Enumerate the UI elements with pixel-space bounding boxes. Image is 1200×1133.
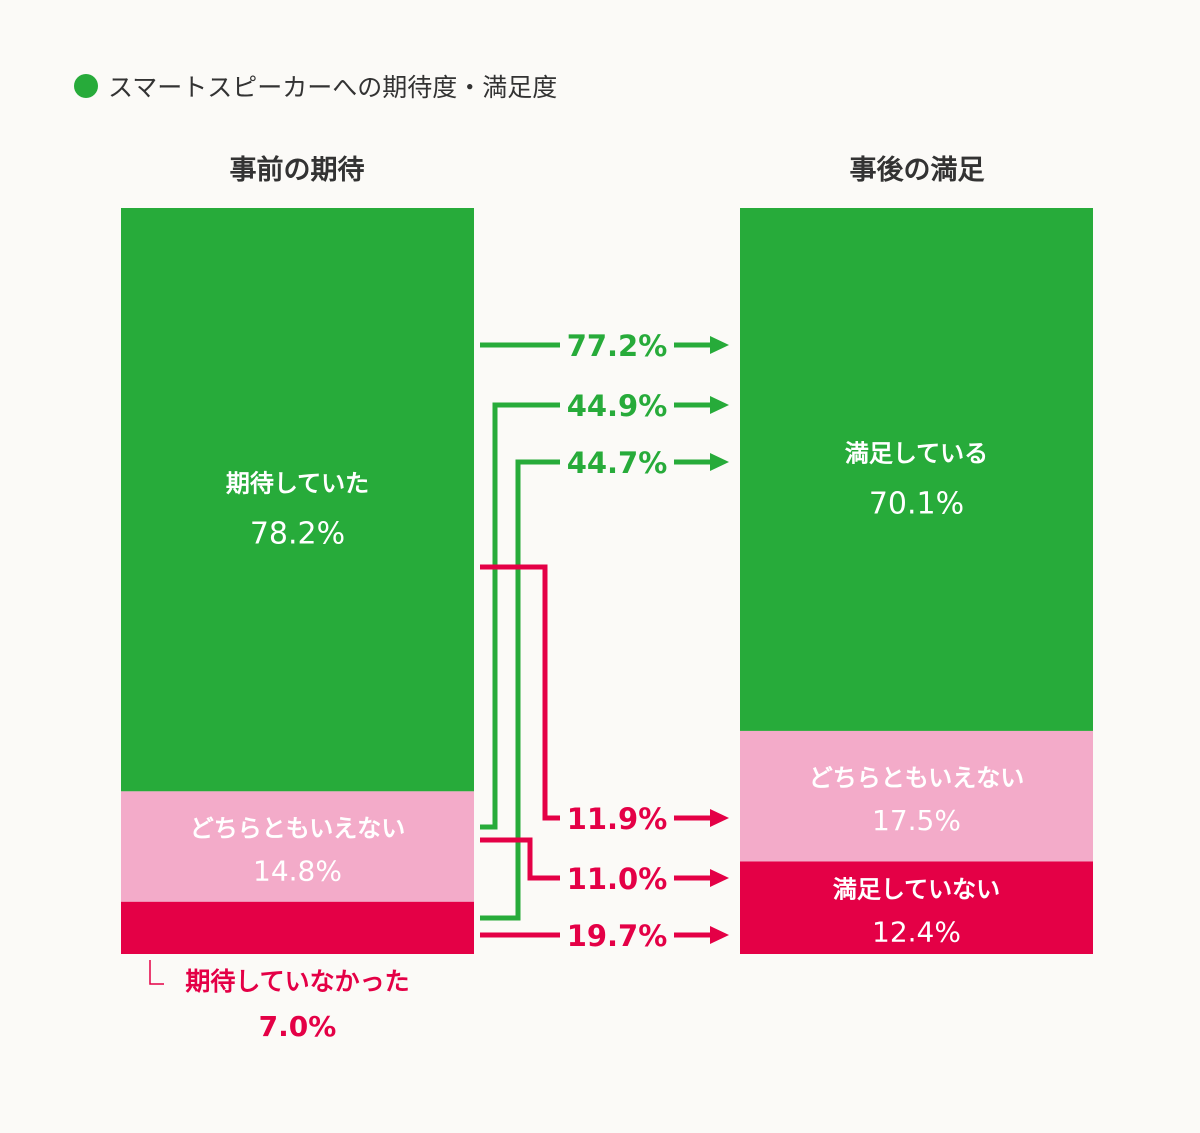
segment-value: 78.2%	[250, 517, 345, 552]
bar-segment-negative	[121, 901, 474, 954]
flow-value: 19.7%	[567, 919, 668, 953]
arrow-right-icon	[710, 396, 729, 414]
arrow-right-icon	[710, 336, 729, 354]
segment-value: 12.4%	[872, 916, 961, 949]
label-leader-line	[149, 960, 164, 985]
flow-line	[480, 459, 560, 921]
segment-label: 満足していない	[833, 876, 1000, 904]
segment-label: どちらともいえない	[190, 815, 406, 843]
flow-value: 11.9%	[567, 802, 668, 836]
bar-segment-negative	[740, 861, 1093, 954]
flow-value: 77.2%	[567, 329, 668, 363]
arrow-right-icon	[710, 809, 729, 827]
flow-line	[480, 402, 560, 830]
bar-segment-neutral	[121, 791, 474, 902]
flow-line	[480, 837, 560, 881]
bar-segment-positive	[121, 208, 474, 792]
segment-label: 期待していなかった	[185, 967, 409, 996]
segment-label: どちらともいえない	[809, 764, 1025, 792]
chart-title: スマートスピーカーへの期待度・満足度	[74, 68, 557, 104]
flow-value: 11.0%	[567, 862, 668, 896]
flow-value: 44.9%	[567, 389, 668, 423]
segment-value: 7.0%	[259, 1010, 337, 1043]
segment-value: 14.8%	[253, 855, 342, 888]
arrow-right-icon	[710, 869, 729, 887]
segment-value: 17.5%	[872, 804, 961, 837]
segment-value: 70.1%	[869, 486, 964, 521]
flow-value: 44.7%	[567, 446, 668, 480]
arrow-right-icon	[710, 453, 729, 471]
bar-heading-before: 事前の期待	[229, 155, 365, 186]
bar-segment-positive	[740, 208, 1093, 731]
segment-label: 期待していた	[226, 470, 369, 498]
arrow-right-icon	[710, 926, 729, 944]
bar-heading-after: 事後の満足	[849, 155, 985, 186]
legend-dot-icon	[74, 74, 98, 98]
bar-segment-neutral	[740, 730, 1093, 862]
flow-line	[480, 564, 560, 821]
chart-title-text: スマートスピーカーへの期待度・満足度	[108, 73, 558, 102]
segment-label: 満足している	[845, 439, 988, 467]
